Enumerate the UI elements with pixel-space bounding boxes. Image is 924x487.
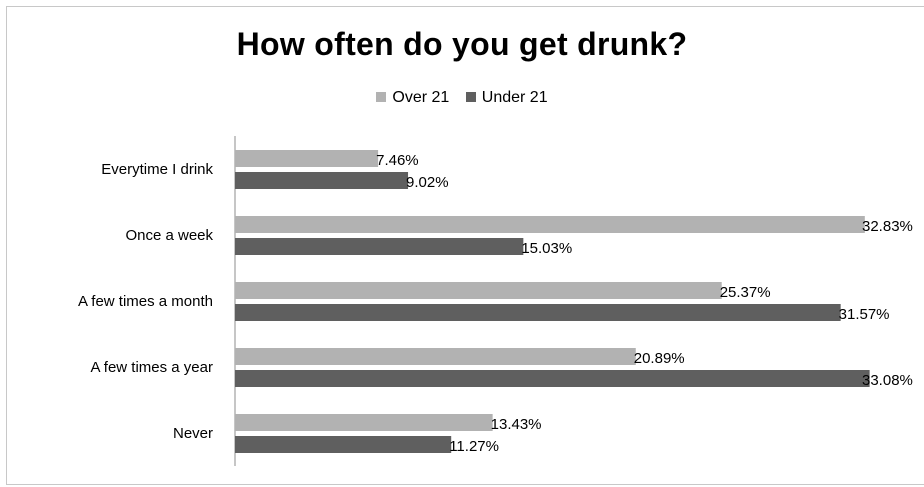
- bar-over-21-once-a-week: [235, 216, 865, 233]
- category-label-once-a-week: Once a week: [125, 227, 213, 244]
- value-label-over-21-never: 13.43%: [491, 416, 542, 433]
- legend-swatch-under-21: [465, 92, 476, 102]
- legend-swatch-over-21: [376, 92, 387, 102]
- value-label-over-21-everytime-i-drink: 7.46%: [376, 152, 419, 169]
- value-label-over-21-once-a-week: 32.83%: [862, 218, 913, 235]
- bar-under-21-never: [235, 436, 452, 453]
- value-label-under-21-everytime-i-drink: 9.02%: [406, 174, 449, 191]
- category-label-everytime-i-drink: Everytime I drink: [101, 161, 213, 178]
- bar-over-21-never: [235, 414, 493, 431]
- bar-over-21-a-few-times-a-year: [235, 348, 636, 365]
- chart-title: How often do you get drunk?: [236, 26, 688, 62]
- value-label-under-21-once-a-week: 15.03%: [521, 240, 572, 257]
- category-label-a-few-times-a-year: A few times a year: [90, 359, 213, 376]
- value-label-under-21-never: 11.27%: [449, 438, 499, 455]
- legend-label-over-21: Over 21: [392, 89, 450, 106]
- value-label-over-21-a-few-times-a-month: 25.37%: [720, 284, 771, 301]
- category-label-a-few-times-a-month: A few times a month: [78, 293, 213, 310]
- bar-under-21-a-few-times-a-month: [235, 304, 841, 321]
- value-label-under-21-a-few-times-a-month: 31.57%: [839, 306, 890, 323]
- value-label-under-21-a-few-times-a-year: 33.08%: [862, 372, 913, 389]
- legend-entry-under-21: Under 21: [465, 89, 548, 107]
- legend-entry-over-21: Over 21: [376, 89, 449, 107]
- bar-over-21-everytime-i-drink: [235, 150, 379, 167]
- bar-under-21-everytime-i-drink: [235, 172, 409, 189]
- category-label-never: Never: [173, 425, 213, 442]
- legend: Over 21 Under 21: [0, 89, 924, 107]
- legend-label-under-21: Under 21: [481, 89, 548, 106]
- bar-under-21-a-few-times-a-year: [235, 370, 870, 387]
- value-label-over-21-a-few-times-a-year: 20.89%: [634, 350, 685, 367]
- bar-over-21-a-few-times-a-month: [235, 282, 722, 299]
- bar-under-21-once-a-week: [235, 238, 524, 255]
